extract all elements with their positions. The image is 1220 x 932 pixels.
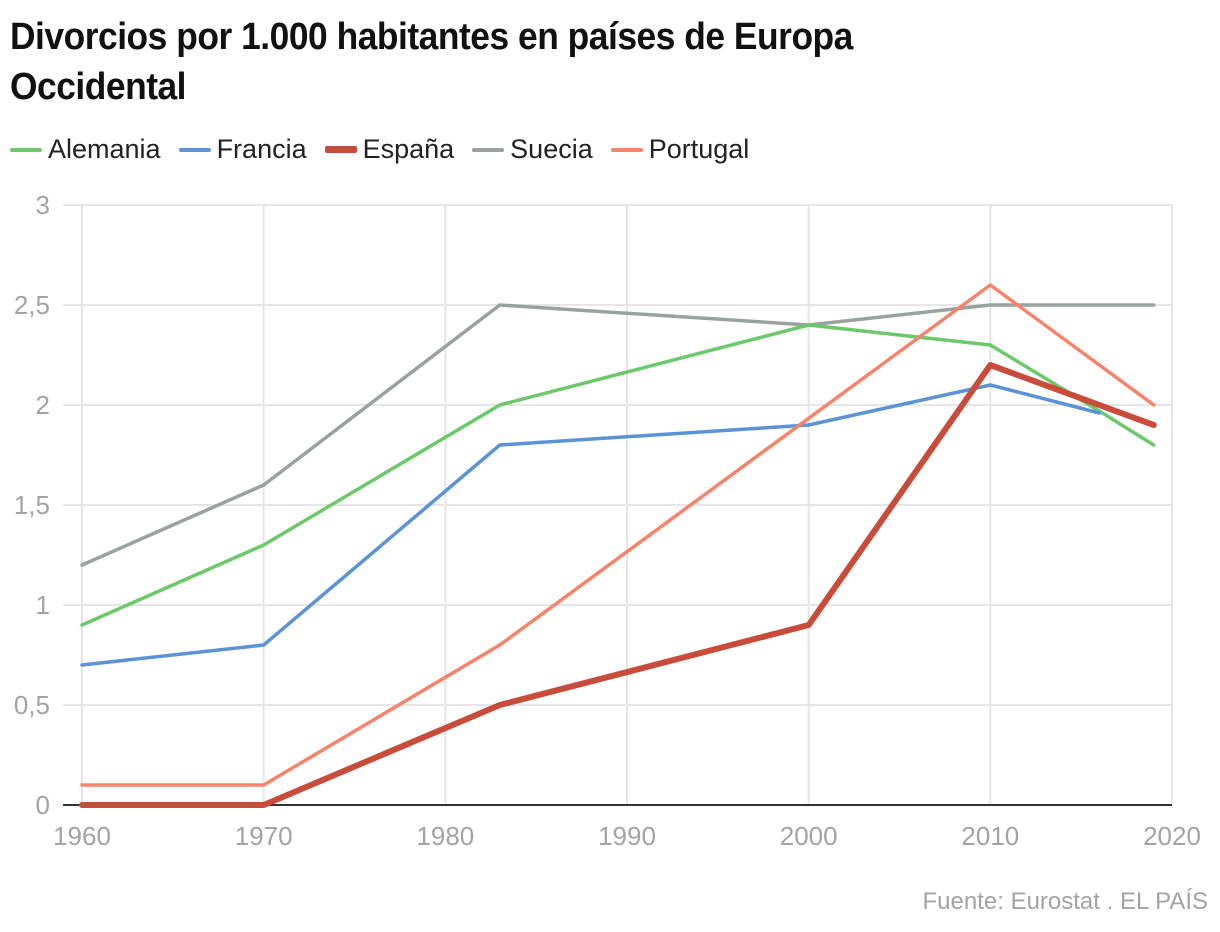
legend-item-portugal[interactable]: Portugal	[610, 134, 750, 165]
y-tick-label: 3	[36, 190, 50, 220]
legend: Alemania Francia España Suecia Portugal	[10, 134, 767, 165]
x-tick-label: 2000	[780, 821, 838, 851]
legend-item-espana[interactable]: España	[324, 134, 455, 165]
source-note: Fuente: Eurostat . EL PAÍS	[922, 888, 1208, 915]
series-line-espana	[79, 362, 1157, 808]
series-line-suecia	[80, 303, 1156, 567]
y-tick-label: 0	[36, 790, 50, 820]
legend-label-portugal: Portugal	[648, 134, 750, 164]
gridlines	[63, 204, 1173, 805]
axes: 0 0,5 1 1,5 2 2,5 3 1960 1970 1980 1990 2000 2010 202…	[14, 190, 1201, 851]
legend-label-alemania: Alemania	[48, 134, 161, 164]
legend-swatch-alemania	[10, 147, 42, 152]
x-tick-label: 2020	[1143, 821, 1201, 851]
y-tick-label: 1,5	[14, 490, 50, 520]
series-lines	[79, 283, 1157, 808]
x-tick-label: 1960	[53, 821, 111, 851]
x-tick-label: 1970	[235, 821, 293, 851]
chart-title: Divorcios por 1.000 habitantes en países…	[10, 16, 853, 108]
legend-item-francia[interactable]: Francia	[178, 134, 307, 165]
legend-label-francia: Francia	[216, 134, 307, 164]
legend-swatch-suecia	[472, 147, 505, 152]
x-tick-label: 1980	[416, 821, 474, 851]
legend-label-espana: España	[362, 134, 455, 164]
legend-item-suecia[interactable]: Suecia	[472, 134, 593, 165]
legend-swatch-francia	[178, 147, 211, 152]
y-tick-label: 0,5	[14, 690, 50, 720]
y-tick-label: 2	[36, 390, 50, 420]
x-tick-label: 2010	[961, 821, 1019, 851]
y-tick-label: 1	[36, 590, 50, 620]
legend-swatch-portugal	[610, 147, 643, 152]
series-line-francia	[80, 383, 1102, 667]
x-tick-label: 1990	[598, 821, 656, 851]
legend-swatch-espana	[324, 146, 357, 153]
series-line-alemania	[80, 323, 1156, 627]
y-tick-label: 2,5	[14, 290, 50, 320]
series-line-portugal	[80, 283, 1156, 787]
legend-item-alemania[interactable]: Alemania	[10, 134, 161, 165]
legend-label-suecia: Suecia	[510, 134, 593, 164]
